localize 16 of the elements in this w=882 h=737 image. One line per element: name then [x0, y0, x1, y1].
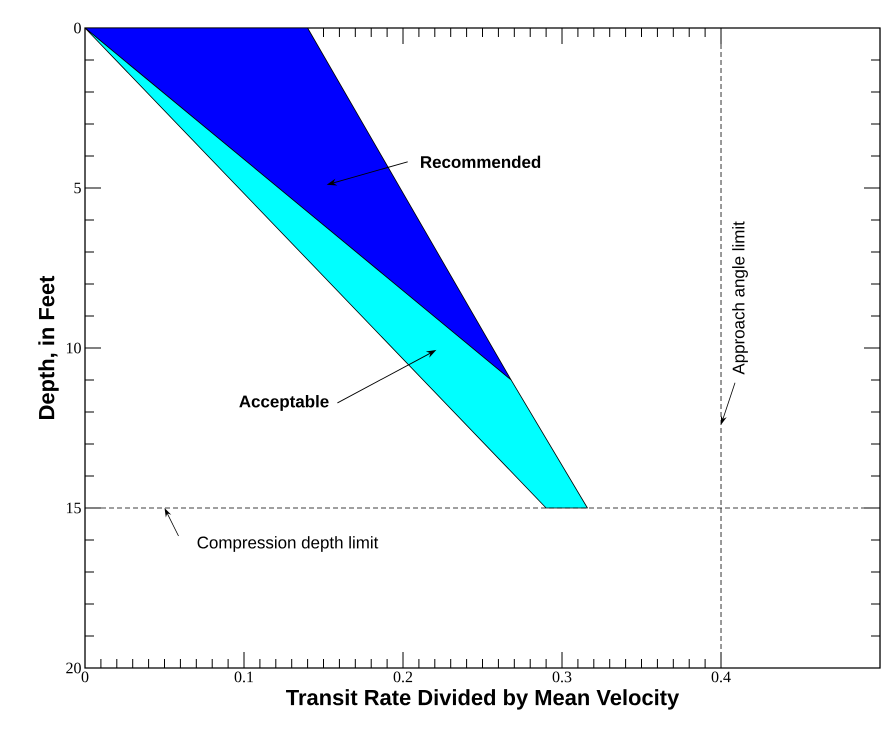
x-tick-label: 0 [82, 672, 88, 682]
x-tick-label: 0.4 [712, 672, 731, 682]
y-tick-label: 20 [66, 662, 81, 674]
y-tick-label: 5 [74, 182, 81, 194]
annotation: Acceptable [239, 395, 329, 411]
y-tick-label: 15 [66, 502, 81, 514]
y-axis-title: Depth, in Feet [38, 276, 59, 419]
x-axis-title: Transit Rate Divided by Mean Velocity [286, 689, 680, 710]
ref-line-label: Compression depth limit [198, 536, 378, 552]
x-tick-label: 0.1 [234, 672, 254, 682]
x-tick-label: 0.3 [552, 672, 572, 682]
x-tick-label: 0.2 [394, 672, 412, 682]
annotation: Recommended [421, 156, 540, 168]
y-tick-label: 10 [66, 342, 81, 354]
ref-line-label: Approach angle limit [732, 221, 748, 375]
y-tick-label: 0 [74, 22, 81, 34]
